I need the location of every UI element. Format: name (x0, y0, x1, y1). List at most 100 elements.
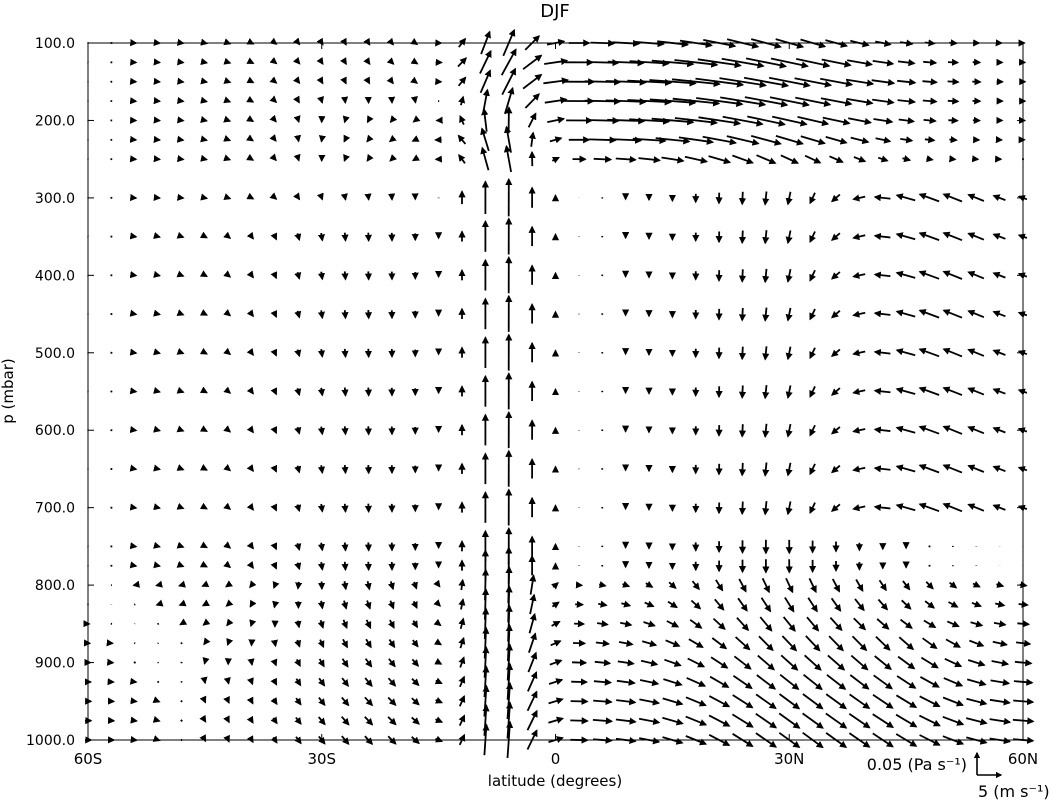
vector-arrow (785, 501, 793, 516)
vector-arrow (223, 695, 230, 705)
vector-arrow (831, 193, 841, 203)
vector-arrow (942, 386, 963, 396)
vector-arrow (762, 501, 770, 516)
vector-arrow (918, 502, 940, 513)
vector-arrow (785, 385, 793, 400)
y-tick-label: 900.0 (35, 656, 75, 672)
vector-arrow (506, 681, 514, 720)
vector-arrow (593, 678, 613, 686)
vector-arrow (874, 655, 892, 671)
vector-arrow (225, 580, 233, 588)
vector-arrow (341, 716, 350, 726)
vector-arrow (318, 135, 327, 143)
vector-arrow (176, 231, 185, 239)
vector-arrow (458, 578, 466, 591)
vector-arrow (202, 657, 210, 665)
vector-arrow (342, 115, 350, 124)
vector-arrow (852, 194, 866, 202)
vector-arrow (803, 654, 822, 671)
vector-arrow (294, 465, 302, 474)
vector-arrow (785, 462, 793, 477)
vector-arrow (830, 597, 842, 612)
vector-arrow (317, 271, 326, 281)
vector-arrow (852, 310, 866, 318)
vector-arrow (762, 423, 770, 439)
vector-arrow (411, 678, 420, 687)
vector-arrow (270, 348, 278, 357)
vector-arrow (678, 136, 715, 145)
vector-arrow (895, 348, 916, 357)
vector-arrow (153, 348, 161, 356)
vector-arrow (684, 155, 709, 164)
vector-field (83, 28, 1035, 758)
vector-arrow (873, 387, 891, 395)
vector-arrow (622, 580, 631, 588)
vector-arrow (895, 387, 916, 395)
vector-arrow (875, 136, 892, 144)
vector-arrow (341, 619, 348, 630)
vector-arrow (708, 155, 732, 165)
vector-arrow (595, 639, 611, 647)
vector-arrow (616, 678, 636, 686)
vertical-reference-label: 0.05 (Pa s⁻¹) (867, 755, 967, 774)
vector-arrow (153, 464, 162, 472)
vector-arrow (543, 77, 570, 85)
vector-arrow (544, 96, 568, 104)
vector-arrow (459, 114, 466, 125)
vector-arrow (895, 232, 916, 241)
vector-arrow (747, 115, 786, 127)
vector-arrow (388, 619, 395, 629)
vector-arrow (755, 712, 778, 729)
vector-arrow (547, 116, 566, 124)
vector-arrow (848, 117, 873, 126)
vector-arrow (482, 88, 490, 113)
vector-arrow (269, 76, 278, 84)
vector-arrow (800, 135, 826, 146)
vector-arrow (849, 674, 870, 690)
vector-arrow (809, 386, 816, 398)
vector-arrow (918, 464, 940, 474)
vector-arrow (820, 97, 853, 107)
vector-arrow (665, 639, 681, 648)
vector-arrow (851, 635, 868, 652)
vector-arrow (270, 697, 278, 706)
vector-arrow (153, 425, 161, 433)
vector-arrow (758, 635, 774, 652)
vector-arrow (294, 388, 302, 397)
vector-arrow (201, 580, 210, 588)
vector-arrow (895, 309, 916, 318)
vector-arrow (340, 57, 347, 66)
vector-arrow (341, 503, 349, 514)
vector-arrow (180, 719, 183, 722)
vector-arrow (341, 310, 349, 320)
vector-arrow (199, 425, 208, 432)
vector-arrow (775, 135, 804, 146)
vector-arrow (809, 269, 816, 282)
vector-arrow (666, 620, 680, 628)
vector-arrow (176, 58, 185, 66)
vector-arrow (995, 600, 1006, 608)
vector-arrow (270, 426, 278, 435)
vector-arrow (967, 659, 986, 667)
vector-arrow (615, 717, 637, 725)
vector-arrow (153, 503, 162, 511)
vector-arrow (922, 637, 938, 650)
vector-arrow (341, 696, 350, 707)
vector-arrow (778, 693, 801, 710)
vector-arrow (942, 425, 963, 435)
vector-arrow (733, 655, 752, 670)
vector-arrow (802, 693, 824, 710)
vector-arrow (341, 600, 349, 610)
vector-arrow (341, 658, 349, 668)
vector-arrow (722, 115, 764, 127)
vector-arrow (794, 77, 833, 88)
vector-arrow (551, 582, 559, 590)
vector-arrow (433, 579, 441, 588)
vector-arrow (644, 600, 655, 608)
vector-arrow (293, 192, 301, 201)
vector-arrow (918, 425, 940, 435)
vector-arrow (199, 347, 208, 355)
vector-arrow (176, 270, 185, 278)
horizontal-reference-label: 5 (m s⁻¹) (978, 782, 1050, 800)
vector-arrow (269, 134, 277, 142)
